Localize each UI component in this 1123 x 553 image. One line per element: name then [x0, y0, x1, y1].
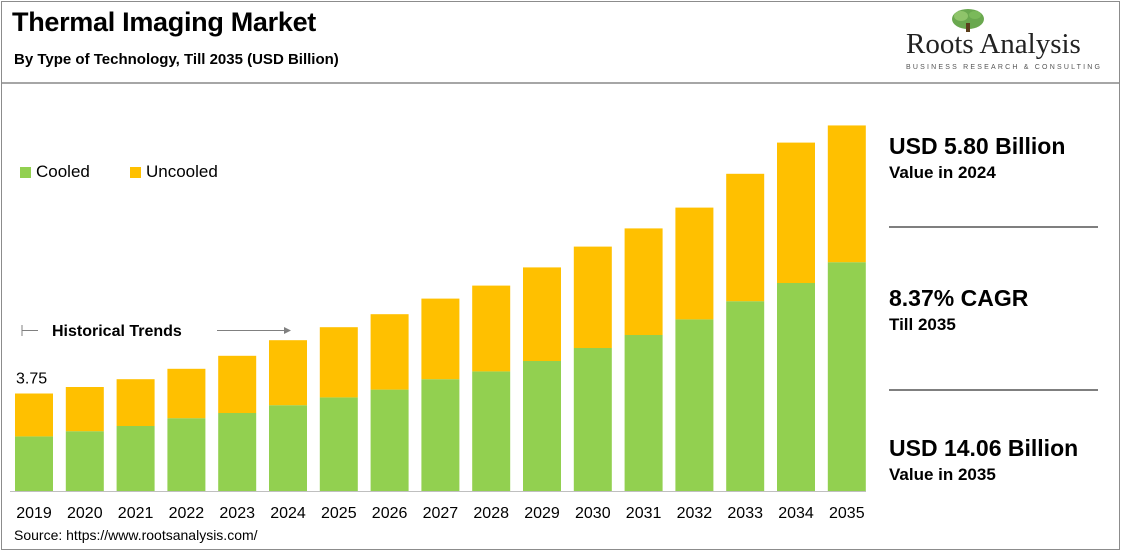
page-subtitle: By Type of Technology, Till 2035 (USD Bi…	[14, 51, 339, 68]
stat-2035-label: Value in 2035	[889, 465, 996, 484]
bar-cooled-2027	[421, 379, 460, 491]
bar-uncooled-2022	[167, 368, 206, 419]
x-tick-label-2033: 2033	[727, 505, 763, 522]
stat-2035-value: USD 14.06 Billion	[889, 435, 1079, 461]
tree-logo-icon	[952, 9, 984, 32]
bar-cooled-2019	[15, 436, 53, 491]
x-tick-label-2031: 2031	[626, 505, 662, 522]
x-tick-label-2028: 2028	[473, 505, 509, 522]
stat-value-2024: USD 5.80 Billion Value in 2024	[889, 133, 1065, 183]
bar-uncooled-2027	[421, 298, 460, 380]
legend-label-uncooled: Uncooled	[146, 162, 218, 181]
page-title: Thermal Imaging Market	[12, 7, 316, 37]
x-tick-label-2030: 2030	[575, 505, 611, 522]
bar-cooled-2030	[573, 348, 612, 491]
x-tick-label-2025: 2025	[321, 505, 357, 522]
bar-cooled-2024	[269, 405, 307, 491]
stat-2024-label: Value in 2024	[889, 163, 996, 182]
logo-name: Roots Analysis	[906, 28, 1081, 60]
bar-cooled-2026	[370, 389, 409, 491]
bar-uncooled-2029	[523, 267, 561, 361]
historical-trends-annotation: Historical Trends	[21, 323, 291, 340]
legend-swatch-uncooled	[130, 166, 141, 178]
bar-cooled-2023	[218, 413, 257, 491]
bar-uncooled-2035	[827, 125, 866, 263]
legend-item-cooled: Cooled	[20, 162, 90, 182]
data-label-2019: 3.75	[16, 371, 47, 388]
bar-uncooled-2025	[319, 327, 358, 398]
legend-swatch-cooled	[20, 166, 31, 178]
bar-cooled-2020	[65, 431, 104, 491]
stat-2024-value: USD 5.80 Billion	[889, 133, 1066, 159]
stat-divider-2	[889, 389, 1098, 391]
x-tick-label-2034: 2034	[778, 505, 814, 522]
bar-uncooled-2034	[777, 142, 815, 283]
bar-uncooled-2020	[65, 387, 104, 432]
source-note: Source: https://www.rootsanalysis.com/	[14, 527, 258, 543]
x-tick-label-2020: 2020	[67, 505, 103, 522]
legend-item-uncooled: Uncooled	[130, 162, 218, 182]
x-tick-label-2023: 2023	[219, 505, 255, 522]
bar-cooled-2022	[167, 418, 206, 491]
bar-uncooled-2030	[573, 246, 612, 348]
bar-uncooled-2032	[675, 207, 714, 320]
x-tick-label-2029: 2029	[524, 505, 560, 522]
bar-uncooled-2031	[624, 228, 663, 335]
bar-cooled-2029	[523, 361, 561, 491]
stat-divider-1	[889, 226, 1098, 228]
annotation-arrow-head-icon	[284, 327, 291, 334]
stat-cagr-value: 8.37% CAGR	[889, 285, 1029, 311]
x-tick-label-2019: 2019	[16, 505, 52, 522]
stat-cagr-label: Till 2035	[889, 315, 956, 334]
bar-uncooled-2021	[116, 379, 155, 426]
bar-cooled-2032	[675, 319, 714, 491]
logo-tagline: BUSINESS RESEARCH & CONSULTING	[906, 64, 1103, 71]
x-tick-label-2026: 2026	[372, 505, 408, 522]
x-tick-label-2021: 2021	[118, 505, 154, 522]
stat-cagr: 8.37% CAGR Till 2035	[889, 285, 1028, 335]
bar-cooled-2028	[472, 371, 511, 491]
bar-uncooled-2026	[370, 314, 409, 390]
bar-uncooled-2023	[218, 355, 257, 413]
legend-label-cooled: Cooled	[36, 162, 90, 181]
bar-uncooled-2024	[269, 340, 307, 406]
x-tick-label-2035: 2035	[829, 505, 865, 522]
stat-value-2035: USD 14.06 Billion Value in 2035	[889, 435, 1078, 485]
annotation-label: Historical Trends	[52, 323, 182, 340]
bar-cooled-2035	[827, 262, 866, 491]
bar-cooled-2031	[624, 335, 663, 491]
bar-cooled-2025	[319, 397, 358, 491]
bar-cooled-2021	[116, 426, 155, 491]
x-tick-label-2022: 2022	[169, 505, 205, 522]
x-tick-label-2024: 2024	[270, 505, 306, 522]
header-divider	[2, 82, 1119, 84]
bar-uncooled-2028	[472, 285, 511, 372]
bar-uncooled-2033	[726, 173, 765, 302]
x-tick-label-2027: 2027	[423, 505, 459, 522]
bar-cooled-2033	[726, 301, 765, 491]
bar-uncooled-2019	[15, 393, 53, 437]
roots-analysis-logo: Roots Analysis BUSINESS RESEARCH & CONSU…	[900, 6, 1110, 76]
x-tick-label-2032: 2032	[677, 505, 713, 522]
bar-cooled-2034	[777, 283, 815, 491]
